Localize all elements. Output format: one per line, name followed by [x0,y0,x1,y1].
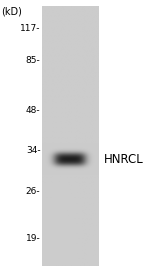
Text: (kD): (kD) [1,7,22,17]
Text: HNRCL: HNRCL [104,153,143,166]
Text: 19-: 19- [26,234,41,242]
Text: 117-: 117- [20,24,41,33]
Text: 48-: 48- [26,106,41,115]
Text: 85-: 85- [26,56,41,64]
FancyBboxPatch shape [42,7,99,266]
Text: 26-: 26- [26,187,41,195]
Text: 34-: 34- [26,146,41,155]
